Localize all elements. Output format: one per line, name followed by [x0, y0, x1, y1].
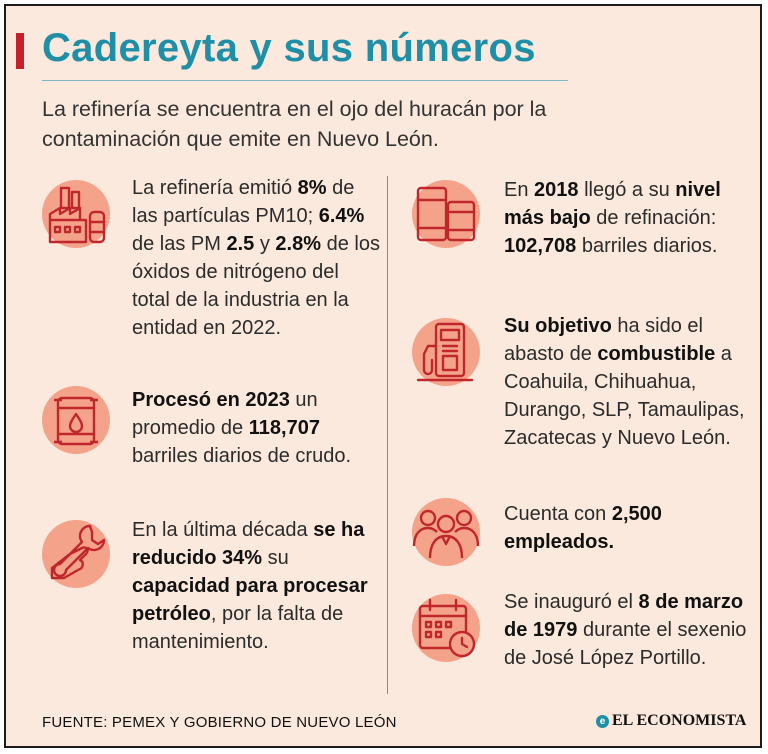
title-divider	[42, 80, 568, 81]
item-lowest-refining: En 2018 llegó a su nivel más bajo de ref…	[504, 179, 721, 257]
source-note: FUENTE: PEMEX Y GOBIERNO DE NUEVO LEÓN	[42, 714, 397, 731]
factory-icon	[42, 180, 110, 248]
publisher-logo-mark: e	[596, 715, 609, 728]
employees-icon	[412, 498, 480, 566]
item-processed: Procesó en 2023 un promedio de 118,707 b…	[132, 389, 351, 467]
fuel-pump-icon	[412, 318, 480, 386]
calendar-clock-icon	[412, 594, 480, 662]
title-accent-bar	[16, 33, 24, 69]
item-emissions: La refinería emitió 8% de las partículas…	[132, 177, 380, 339]
item-employees: Cuenta con 2,500 empleados.	[504, 503, 662, 553]
infographic-card: Cadereyta y sus números La refinería se …	[4, 4, 762, 748]
item-inauguration: Se inauguró el 8 de marzo de 1979 durant…	[504, 591, 747, 669]
column-divider	[387, 176, 388, 694]
oil-barrel-icon	[42, 386, 110, 454]
page-title: Cadereyta y sus números	[42, 26, 536, 70]
item-objective: Su objetivo ha sido el abasto de combust…	[504, 315, 745, 449]
publisher-logo-text: EL ECONOMISTA	[612, 712, 747, 729]
barrels-icon	[412, 180, 480, 248]
item-capacity: En la última década se ha reducido 34% s…	[132, 519, 368, 653]
wrench-hand-icon	[42, 520, 110, 588]
publisher-logo: e EL ECONOMISTA	[596, 712, 746, 730]
page-subtitle: La refinería se encuentra en el ojo del …	[42, 97, 547, 151]
